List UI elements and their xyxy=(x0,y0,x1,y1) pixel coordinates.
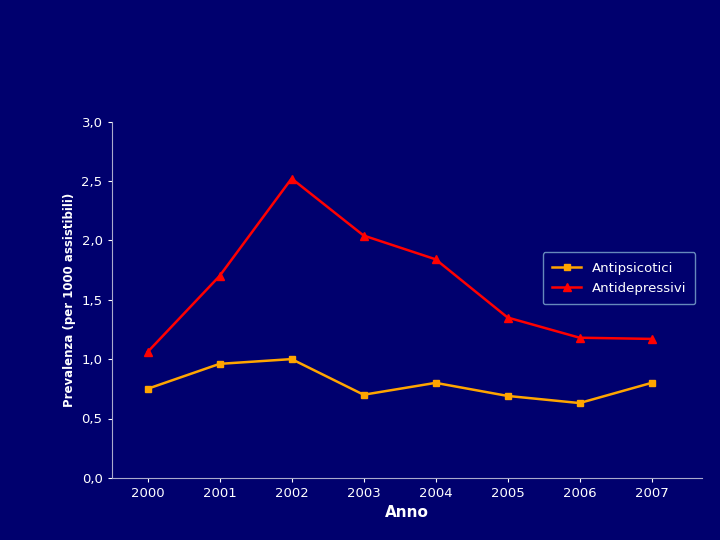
Line: Antidepressivi: Antidepressivi xyxy=(143,174,656,356)
Antidepressivi xyxy=(359,232,368,239)
Antipsicotici xyxy=(431,380,440,386)
Antipsicotici xyxy=(647,380,656,386)
Text: (‰ assistibili) degli psicofarmaci: (‰ assistibili) degli psicofarmaci xyxy=(292,75,544,90)
Antidepressivi xyxy=(215,273,224,279)
Y-axis label: Prevalenza (per 1000 assistibili): Prevalenza (per 1000 assistibili) xyxy=(63,193,76,407)
Text: Survey lombarda: prevalenza: Survey lombarda: prevalenza xyxy=(245,24,590,44)
Antidepressivi xyxy=(143,349,152,355)
Antipsicotici xyxy=(287,356,296,362)
Antipsicotici xyxy=(143,386,152,392)
Antidepressivi xyxy=(431,256,440,262)
Antipsicotici xyxy=(575,400,584,406)
Antidepressivi xyxy=(647,336,656,342)
Line: Antipsicotici: Antipsicotici xyxy=(144,356,655,407)
X-axis label: Anno: Anno xyxy=(385,505,428,521)
Antidepressivi xyxy=(575,334,584,341)
Antipsicotici xyxy=(503,393,512,399)
Antipsicotici xyxy=(215,361,224,367)
Antidepressivi xyxy=(503,314,512,321)
Antipsicotici xyxy=(359,392,368,398)
Antidepressivi xyxy=(287,176,296,182)
Legend: Antipsicotici, Antidepressivi: Antipsicotici, Antidepressivi xyxy=(543,252,696,304)
